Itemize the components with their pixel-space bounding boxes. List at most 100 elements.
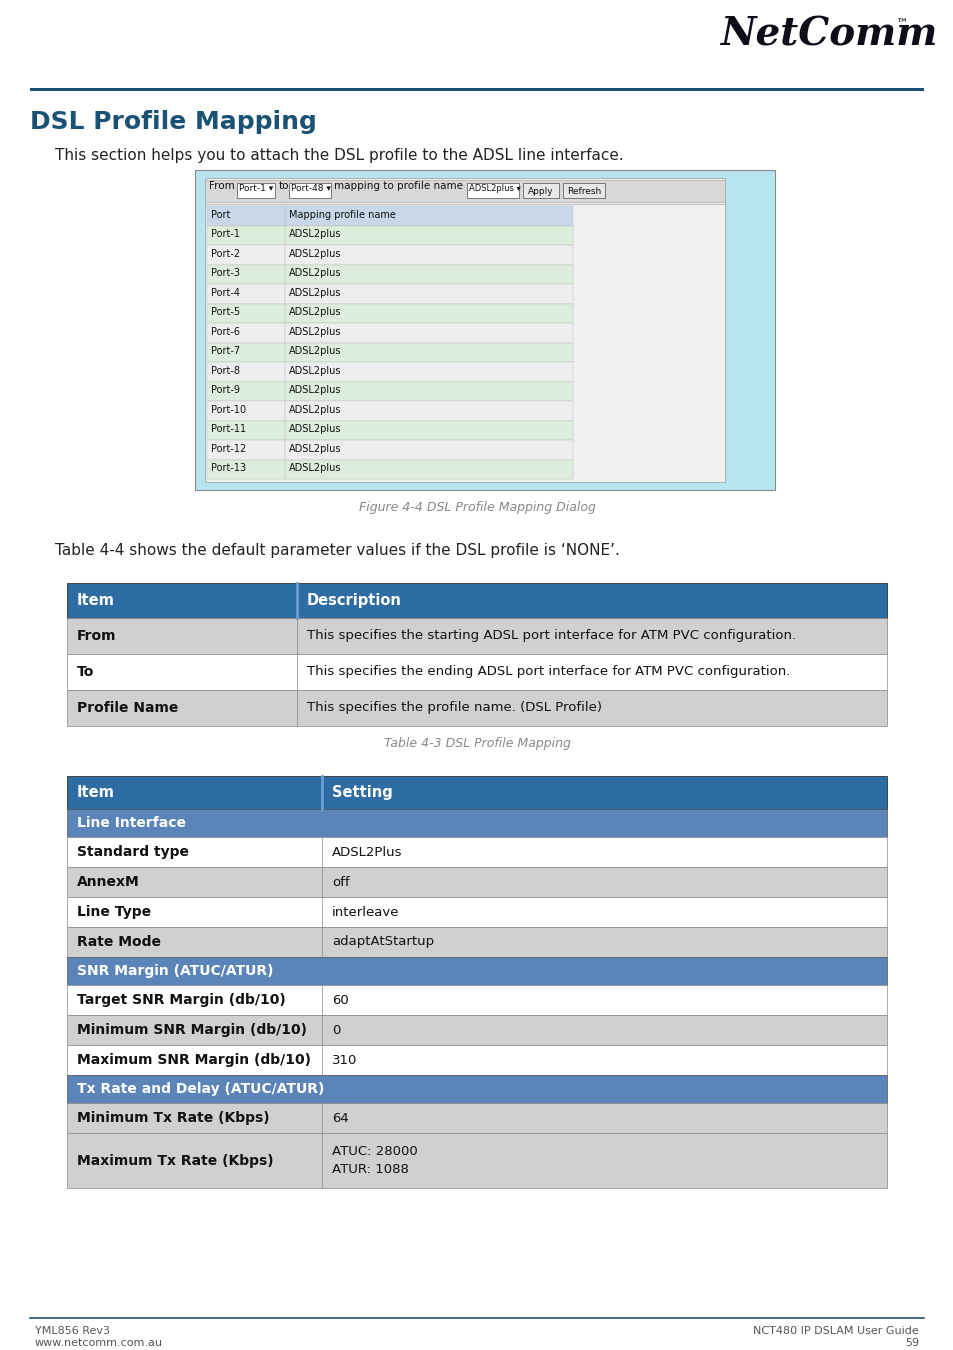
Bar bbox=[67, 957, 886, 986]
Bar bbox=[67, 986, 886, 1015]
Bar bbox=[236, 184, 274, 198]
Bar bbox=[207, 420, 285, 440]
Text: Port-7: Port-7 bbox=[211, 346, 240, 356]
Text: Table 4-3 DSL Profile Mapping: Table 4-3 DSL Profile Mapping bbox=[383, 737, 570, 751]
Text: 0: 0 bbox=[332, 1023, 340, 1037]
Text: 64: 64 bbox=[332, 1111, 349, 1125]
Text: YML856 Rev3: YML856 Rev3 bbox=[35, 1326, 110, 1336]
Text: ADSL2plus: ADSL2plus bbox=[289, 444, 341, 454]
Text: www.netcomm.com.au: www.netcomm.com.au bbox=[35, 1338, 163, 1349]
Text: Apply: Apply bbox=[528, 186, 554, 196]
Text: Maximum SNR Margin (db/10): Maximum SNR Margin (db/10) bbox=[77, 1053, 311, 1066]
Text: NetComm: NetComm bbox=[720, 15, 937, 53]
Bar bbox=[289, 184, 331, 198]
Text: Target SNR Margin (db/10): Target SNR Margin (db/10) bbox=[77, 994, 286, 1007]
Text: Refresh: Refresh bbox=[566, 186, 600, 196]
Text: Setting: Setting bbox=[332, 784, 393, 801]
Text: adaptAtStartup: adaptAtStartup bbox=[332, 936, 434, 949]
Bar bbox=[207, 225, 285, 244]
Bar bbox=[67, 1015, 886, 1045]
Text: ADSL2plus: ADSL2plus bbox=[289, 405, 341, 414]
Text: ATUC: 28000: ATUC: 28000 bbox=[332, 1145, 417, 1158]
Bar bbox=[285, 440, 573, 459]
Text: ADSL2plus: ADSL2plus bbox=[289, 366, 341, 375]
Bar bbox=[67, 583, 886, 618]
Bar bbox=[207, 284, 285, 304]
Text: Port-11: Port-11 bbox=[211, 424, 246, 435]
Bar bbox=[67, 809, 886, 837]
Text: Item: Item bbox=[77, 784, 114, 801]
Text: Port-12: Port-12 bbox=[211, 444, 246, 454]
Bar bbox=[467, 184, 518, 198]
Text: From: From bbox=[77, 629, 116, 643]
Bar bbox=[562, 184, 604, 198]
Text: Port-9: Port-9 bbox=[211, 385, 240, 396]
Text: Description: Description bbox=[307, 593, 401, 608]
Bar bbox=[285, 265, 573, 284]
Text: SNR Margin (ATUC/ATUR): SNR Margin (ATUC/ATUR) bbox=[77, 964, 274, 977]
Text: interleave: interleave bbox=[332, 906, 399, 918]
Text: Port-1 ▾: Port-1 ▾ bbox=[239, 184, 273, 193]
Text: ADSL2plus: ADSL2plus bbox=[289, 463, 341, 474]
Text: This specifies the ending ADSL port interface for ATM PVC configuration.: This specifies the ending ADSL port inte… bbox=[307, 666, 789, 679]
Text: Port-48 ▾: Port-48 ▾ bbox=[291, 184, 331, 193]
Text: ADSL2plus: ADSL2plus bbox=[289, 230, 341, 239]
Text: ADSL2plus: ADSL2plus bbox=[289, 288, 341, 298]
Text: off: off bbox=[332, 876, 349, 888]
Bar bbox=[205, 180, 724, 202]
Bar bbox=[67, 1075, 886, 1103]
Bar bbox=[207, 265, 285, 284]
Text: Table 4-4 shows the default parameter values if the DSL profile is ‘NONE’.: Table 4-4 shows the default parameter va… bbox=[55, 543, 619, 558]
Text: 59: 59 bbox=[904, 1338, 918, 1349]
Text: ADSL2plus ▾: ADSL2plus ▾ bbox=[469, 184, 520, 193]
Bar bbox=[285, 284, 573, 304]
Bar bbox=[285, 323, 573, 343]
Bar bbox=[285, 401, 573, 420]
Text: DSL Profile Mapping: DSL Profile Mapping bbox=[30, 109, 316, 134]
Bar bbox=[207, 304, 285, 323]
Text: This specifies the starting ADSL port interface for ATM PVC configuration.: This specifies the starting ADSL port in… bbox=[307, 629, 796, 643]
Text: Port-2: Port-2 bbox=[211, 248, 240, 259]
Text: Port-1: Port-1 bbox=[211, 230, 240, 239]
Bar bbox=[67, 690, 886, 726]
Bar bbox=[285, 362, 573, 382]
Text: ™: ™ bbox=[894, 18, 906, 31]
Bar bbox=[67, 867, 886, 896]
Bar bbox=[285, 382, 573, 401]
Bar bbox=[522, 184, 558, 198]
Bar bbox=[67, 896, 886, 927]
Text: Port-10: Port-10 bbox=[211, 405, 246, 414]
Text: Minimum Tx Rate (Kbps): Minimum Tx Rate (Kbps) bbox=[77, 1111, 270, 1125]
Bar bbox=[67, 1103, 886, 1133]
Bar bbox=[207, 244, 285, 265]
Bar bbox=[67, 776, 886, 809]
Text: ADSL2plus: ADSL2plus bbox=[289, 308, 341, 317]
Bar bbox=[67, 837, 886, 867]
Text: Minimum SNR Margin (db/10): Minimum SNR Margin (db/10) bbox=[77, 1023, 307, 1037]
Bar bbox=[207, 459, 285, 479]
Bar bbox=[207, 343, 285, 362]
Bar bbox=[194, 170, 774, 490]
Text: Figure 4-4 DSL Profile Mapping Dialog: Figure 4-4 DSL Profile Mapping Dialog bbox=[358, 501, 595, 514]
Text: Line Interface: Line Interface bbox=[77, 815, 186, 830]
Bar bbox=[285, 459, 573, 479]
Text: Mapping profile name: Mapping profile name bbox=[289, 209, 395, 220]
Text: Item: Item bbox=[77, 593, 114, 608]
Text: Rate Mode: Rate Mode bbox=[77, 936, 161, 949]
Bar bbox=[285, 244, 573, 265]
Text: ADSL2plus: ADSL2plus bbox=[289, 327, 341, 336]
Text: 60: 60 bbox=[332, 994, 349, 1007]
Bar bbox=[285, 207, 573, 225]
Bar bbox=[207, 382, 285, 401]
Bar bbox=[207, 401, 285, 420]
Text: Standard type: Standard type bbox=[77, 845, 189, 859]
Bar bbox=[207, 362, 285, 382]
Text: ADSL2Plus: ADSL2Plus bbox=[332, 845, 402, 859]
Text: 310: 310 bbox=[332, 1053, 357, 1066]
Bar bbox=[67, 927, 886, 957]
Text: ADSL2plus: ADSL2plus bbox=[289, 346, 341, 356]
Text: Port: Port bbox=[211, 209, 230, 220]
Bar bbox=[285, 420, 573, 440]
Text: ATUR: 1088: ATUR: 1088 bbox=[332, 1164, 409, 1176]
Text: Tx Rate and Delay (ATUC/ATUR): Tx Rate and Delay (ATUC/ATUR) bbox=[77, 1081, 324, 1096]
